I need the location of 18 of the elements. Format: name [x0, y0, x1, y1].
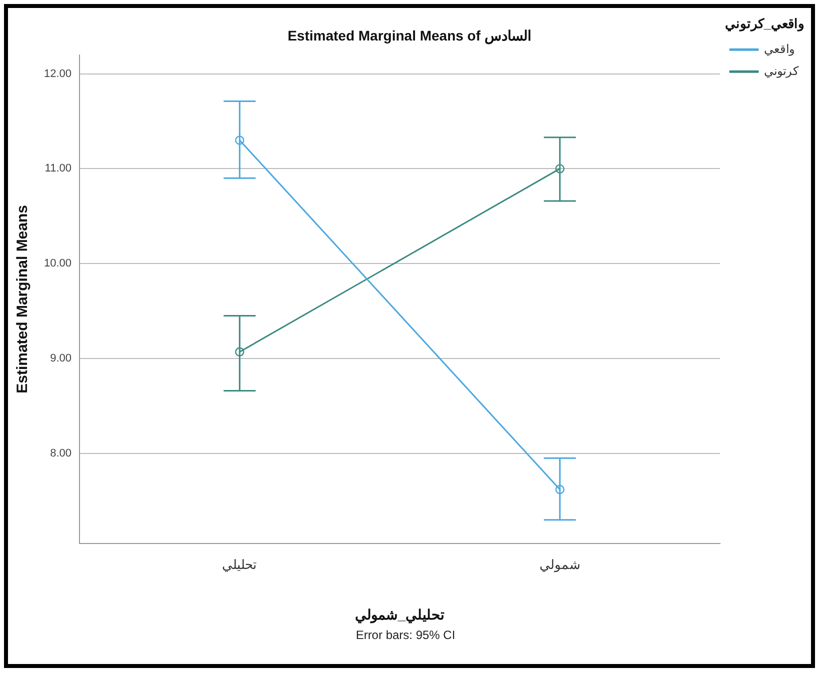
- x-tick-label: شمولي: [539, 556, 580, 573]
- legend-label: واقعي: [764, 42, 795, 56]
- x-tick-label: تحليلي: [222, 556, 258, 572]
- x-axis-title: تحليلي_شمولي: [354, 606, 445, 624]
- point: [555, 484, 564, 494]
- legend-label: كرتوني: [764, 64, 799, 78]
- y-tick-label: 11.00: [44, 162, 72, 175]
- point: [235, 347, 244, 356]
- y-tick-label: 8.00: [50, 447, 72, 460]
- chart-title: Estimated Marginal Means of السادس: [288, 27, 532, 44]
- y-axis-title: Estimated Marginal Means: [14, 205, 32, 394]
- y-tick-label: 12.00: [44, 68, 72, 80]
- y-tick-label: 10.00: [44, 258, 72, 270]
- text: Error bars: 95% CI: [354, 628, 456, 642]
- point: [235, 136, 244, 145]
- point: [555, 164, 564, 174]
- y-tick-label: 9.00: [50, 352, 72, 365]
- legend-title: واقعي_كرتوني: [724, 16, 804, 32]
